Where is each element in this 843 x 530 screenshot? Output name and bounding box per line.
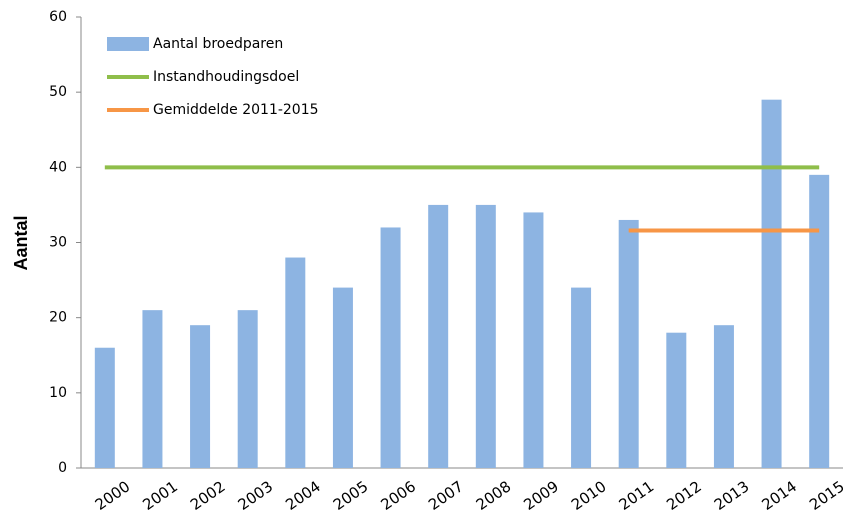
y-tick-label: 50 [49,84,67,100]
legend-swatch [107,37,149,51]
bar [666,332,687,468]
x-tick-label: 2010 [568,477,610,514]
bar [618,219,639,468]
bar [237,310,258,468]
y-axis-label: Aantal [11,215,31,270]
bar [94,347,115,468]
bar [523,212,544,468]
x-tick-label: 2009 [520,477,562,514]
y-tick-label: 40 [49,159,67,175]
bar [809,174,830,468]
legend-label: Gemiddelde 2011-2015 [153,102,319,118]
x-tick-label: 2002 [187,477,229,514]
bar [142,310,163,468]
x-tick-label: 2003 [235,477,277,514]
bar [475,204,496,468]
x-tick-label: 2012 [663,477,705,514]
bar [190,325,211,468]
x-tick-label: 2013 [711,477,753,514]
legend-label: Instandhoudingsdoel [153,69,299,85]
y-tick-label: 60 [49,9,67,25]
x-tick-label: 2006 [377,477,419,514]
y-tick-label: 20 [49,310,67,326]
x-tick-label: 2000 [92,477,134,514]
y-tick-label: 10 [49,385,67,401]
bar [428,204,449,468]
y-tick-label: 30 [49,235,67,251]
x-tick-label: 2005 [330,477,372,514]
bar [761,99,782,468]
bar [332,287,353,468]
x-tick-label: 2011 [616,477,658,514]
x-tick-label: 2004 [282,477,324,514]
x-tick-label: 2001 [139,477,181,514]
bar [571,287,592,468]
legend-label: Aantal broedparen [153,36,283,52]
bar [285,257,306,468]
bar [713,325,734,468]
x-tick-label: 2007 [425,477,467,514]
x-tick-label: 2015 [806,477,843,514]
y-tick-label: 0 [58,460,67,476]
bar [380,227,401,468]
x-tick-label: 2008 [473,477,515,514]
x-tick-label: 2014 [758,477,800,514]
